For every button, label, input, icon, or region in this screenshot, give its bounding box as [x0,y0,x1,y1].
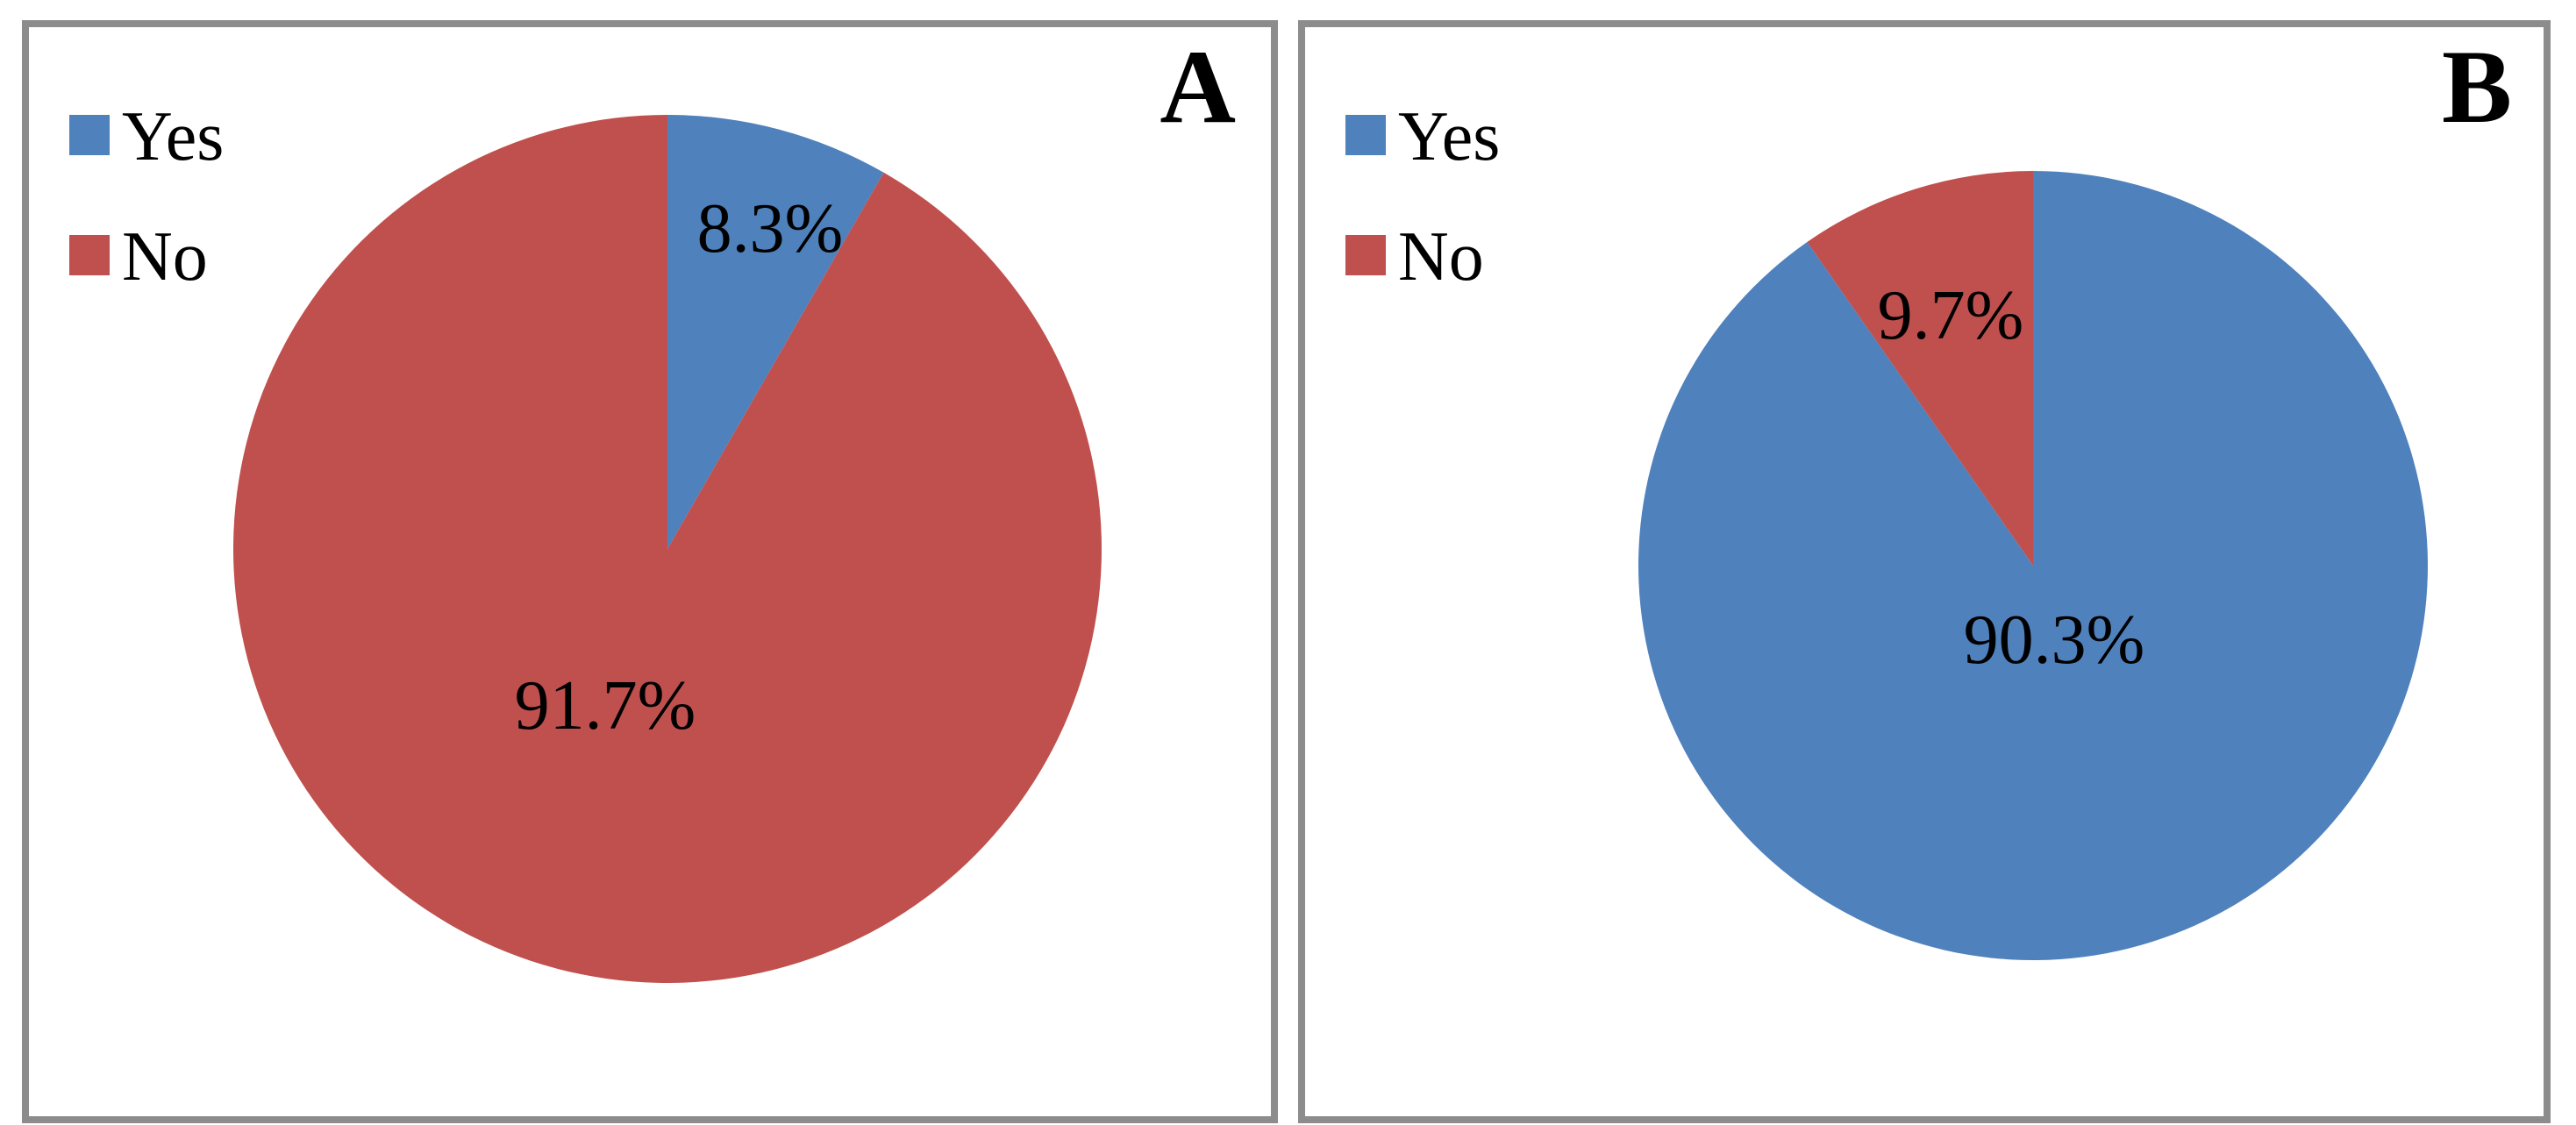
legend-swatch-no-icon [1345,235,1386,275]
legend-label-yes: Yes [122,98,225,175]
panel-b-label: B [2441,28,2512,145]
legend-item-no: No [69,222,224,292]
legend-label-yes: Yes [1398,98,1501,175]
pie-slice-no [1807,171,2033,566]
pie-b-slice-label-yes: 90.3% [1963,602,2145,679]
panel-b: B Yes No 90.3% 9.7% [1298,20,2551,1123]
pie-slice-yes [1638,171,2428,960]
legend-a: Yes No [69,102,224,292]
legend-label-no: No [1398,218,1484,295]
pie-chart-b [1638,171,2428,960]
legend-label-no: No [122,218,208,295]
legend-swatch-yes-icon [69,115,110,155]
pie-slice-yes [667,115,884,549]
pie-b-slice-label-no: 9.7% [1877,277,2024,354]
legend-swatch-yes-icon [1345,115,1386,155]
pie-a-slice-label-no: 91.7% [514,667,696,744]
panel-a-label: A [1160,28,1236,145]
legend-b: Yes No [1345,102,1500,292]
legend-item-no: No [1345,222,1500,292]
panel-a: A Yes No 8.3% 91.7% [22,20,1278,1123]
pie-slice-no [233,115,1102,983]
legend-swatch-no-icon [69,235,110,275]
legend-item-yes: Yes [69,102,224,172]
legend-item-yes: Yes [1345,102,1500,172]
pie-chart-a [233,115,1102,983]
pie-a-slice-label-yes: 8.3% [696,190,844,267]
